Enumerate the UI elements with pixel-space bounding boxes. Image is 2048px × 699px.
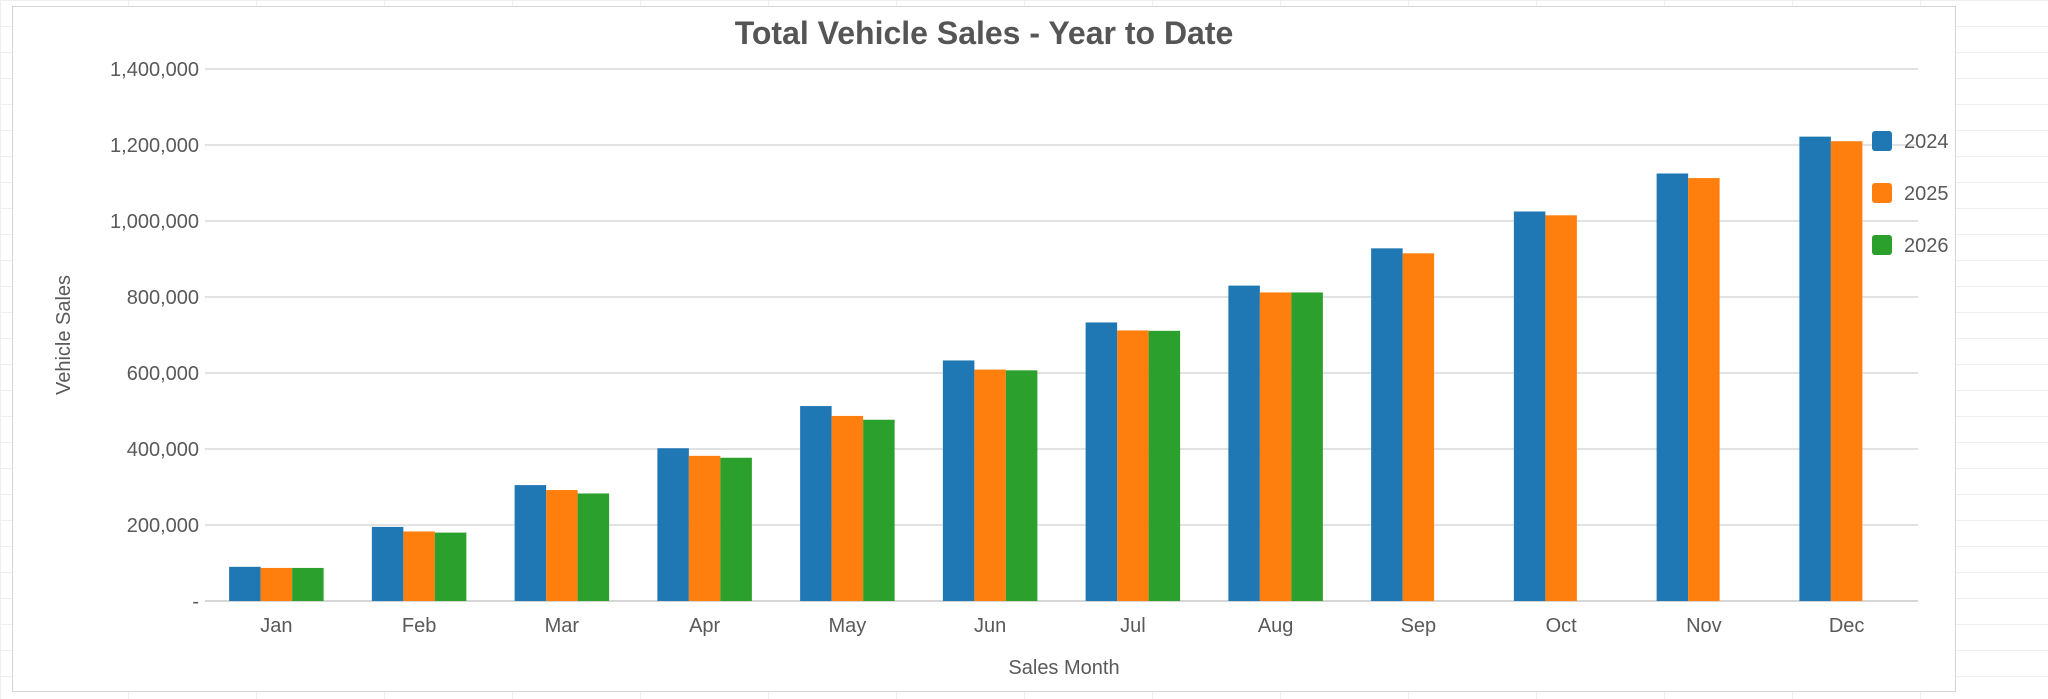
bar-2024-feb: [371, 526, 404, 601]
legend-label-2026: 2026: [1904, 235, 1949, 257]
x-tick-label: Aug: [1258, 615, 1294, 637]
bar-2026-mar: [577, 493, 610, 601]
gridlines: [205, 68, 1918, 602]
bar-2025-apr: [688, 455, 721, 601]
legend-label-2024: 2024: [1904, 131, 1949, 153]
bar-2025-feb: [403, 531, 435, 601]
bar-2026-apr: [720, 457, 752, 601]
bar-2025-jul: [1117, 330, 1149, 601]
y-tick-label: 1,400,000: [110, 59, 199, 81]
bar-2024-nov: [1656, 173, 1689, 601]
x-tick-label: Apr: [689, 615, 720, 637]
bar-2024-aug: [1228, 285, 1260, 601]
y-axis-label: Vehicle Sales: [53, 275, 75, 395]
legend-swatch-2025: [1872, 183, 1892, 203]
bar-2025-dec: [1830, 141, 1863, 601]
bar-2026-may: [863, 419, 895, 601]
y-axis-ticks: - 200,000 400,000 600,000 800,000 1,000,000 1,…: [110, 59, 199, 613]
y-tick-label: -: [192, 591, 199, 613]
chart-title: Total Vehicle Sales - Year to Date: [735, 15, 1234, 51]
y-tick-label: 1,200,000: [110, 135, 199, 157]
x-tick-label: Oct: [1546, 615, 1578, 637]
bar-2024-may: [800, 406, 832, 601]
bar-2024-apr: [657, 448, 689, 601]
bar-2024-jul: [1085, 322, 1118, 601]
y-tick-label: 800,000: [127, 287, 199, 309]
bars: [229, 136, 1863, 602]
y-tick-label: 600,000: [127, 363, 199, 385]
y-tick-label: 200,000: [127, 515, 199, 537]
bar-2024-mar: [514, 485, 547, 601]
x-tick-label: Dec: [1829, 615, 1865, 637]
x-tick-label: May: [828, 615, 866, 637]
bar-2024-dec: [1799, 136, 1831, 601]
x-tick-label: Mar: [545, 615, 580, 637]
x-tick-label: Nov: [1686, 615, 1722, 637]
bar-2026-aug: [1291, 292, 1323, 601]
x-axis-ticks: Jan Feb Mar Apr May Jun Jul Aug Sep Oct Nov Dec: [260, 615, 1864, 637]
y-tick-label: 1,000,000: [110, 211, 199, 233]
bar-2024-sep: [1371, 248, 1403, 602]
bar-2025-jun: [974, 369, 1006, 601]
bar-2026-jul: [1148, 330, 1181, 601]
legend: 2024 2025 2026: [1872, 131, 1949, 257]
bar-2025-sep: [1402, 253, 1435, 602]
legend-swatch-2024: [1872, 131, 1892, 151]
y-tick-label: 400,000: [127, 439, 199, 461]
x-axis-label: Sales Month: [1008, 657, 1119, 679]
x-tick-label: Jun: [974, 615, 1006, 637]
x-tick-label: Jan: [260, 615, 292, 637]
bar-2024-jun: [942, 360, 975, 601]
legend-label-2025: 2025: [1904, 183, 1949, 205]
bar-2025-may: [831, 415, 864, 601]
bar-2025-jan: [260, 567, 293, 601]
bar-2024-jan: [229, 566, 261, 601]
x-tick-label: Sep: [1401, 615, 1437, 637]
bar-2025-nov: [1688, 178, 1720, 601]
bar-2025-mar: [546, 490, 578, 601]
bar-2026-jun: [1005, 370, 1038, 601]
bar-2024-oct: [1513, 211, 1546, 601]
bar-2026-jan: [292, 567, 324, 601]
bar-2025-aug: [1259, 292, 1292, 601]
legend-swatch-2026: [1872, 235, 1892, 255]
bar-2026-feb: [434, 532, 467, 601]
bar-2025-oct: [1545, 215, 1577, 602]
x-tick-label: Jul: [1120, 615, 1146, 637]
x-tick-label: Feb: [402, 615, 436, 637]
